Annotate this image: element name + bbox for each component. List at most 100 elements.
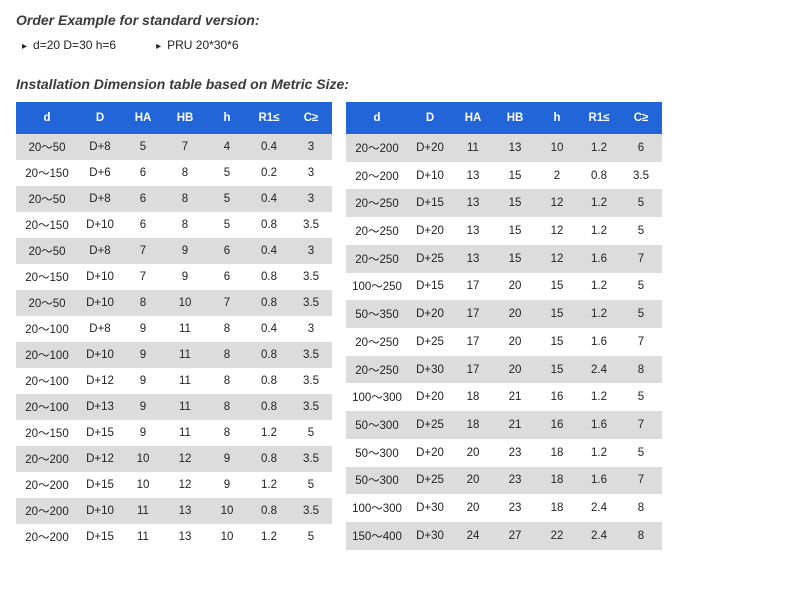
- cell: 7: [620, 467, 662, 495]
- col-header-R1: R1≤: [578, 102, 620, 134]
- cell: 20～150: [16, 264, 78, 290]
- cell: 18: [536, 467, 578, 495]
- cell: 12: [164, 446, 206, 472]
- cell: 5: [620, 439, 662, 467]
- table-row: 50～300D+252023181.67: [346, 467, 662, 495]
- cell: 17: [452, 328, 494, 356]
- cell: 10: [206, 524, 248, 550]
- cell: 3: [290, 160, 332, 186]
- table-row: 20～250D+301720152.48: [346, 356, 662, 384]
- cell: 0.8: [248, 290, 290, 316]
- cell: 1.2: [578, 134, 620, 162]
- cell: D+6: [78, 160, 122, 186]
- cell: 10: [536, 134, 578, 162]
- cell: 11: [164, 316, 206, 342]
- cell: 11: [164, 394, 206, 420]
- cell: 11: [164, 368, 206, 394]
- cell: 20～50: [16, 186, 78, 212]
- table-row: 50～300D+251821161.67: [346, 411, 662, 439]
- cell: 18: [536, 439, 578, 467]
- cell: 20～150: [16, 212, 78, 238]
- cell: 15: [536, 356, 578, 384]
- cell: 20～100: [16, 342, 78, 368]
- cell: 20～50: [16, 134, 78, 160]
- cell: 9: [122, 420, 164, 446]
- table-row: 20～100D+891180.43: [16, 316, 332, 342]
- table-row: 20～150D+66850.23: [16, 160, 332, 186]
- cell: 10: [122, 472, 164, 498]
- col-header-C: C≥: [620, 102, 662, 134]
- cell: 15: [536, 328, 578, 356]
- cell: 7: [620, 328, 662, 356]
- cell: 1.6: [578, 328, 620, 356]
- cell: D+20: [408, 217, 452, 245]
- cell: 21: [494, 411, 536, 439]
- cell: 20～100: [16, 394, 78, 420]
- cell: 7: [620, 411, 662, 439]
- cell: D+10: [408, 162, 452, 190]
- cell: 20: [494, 356, 536, 384]
- cell: 9: [122, 368, 164, 394]
- cell: D+30: [408, 494, 452, 522]
- cell: 13: [164, 498, 206, 524]
- dim-table-right: dDHAHBhR1≤C≥ 20～200D+201113101.2620～200D…: [346, 102, 662, 550]
- cell: D+8: [78, 186, 122, 212]
- cell: 20～200: [16, 446, 78, 472]
- cell: 20～150: [16, 420, 78, 446]
- cell: 9: [164, 238, 206, 264]
- cell: 6: [122, 160, 164, 186]
- cell: 9: [164, 264, 206, 290]
- cell: 6: [122, 212, 164, 238]
- cell: 3.5: [290, 446, 332, 472]
- table-row: 20～200D+15101291.25: [16, 472, 332, 498]
- table-row: 20～250D+151315121.25: [346, 189, 662, 217]
- cell: D+15: [78, 524, 122, 550]
- cell: 11: [164, 420, 206, 446]
- cell: 12: [536, 217, 578, 245]
- cell: 11: [452, 134, 494, 162]
- cell: D+12: [78, 368, 122, 394]
- cell: 15: [494, 245, 536, 273]
- cell: 15: [494, 162, 536, 190]
- cell: 15: [494, 217, 536, 245]
- table-row: 150～400D+302427222.48: [346, 522, 662, 550]
- cell: 20～50: [16, 238, 78, 264]
- cell: 5: [206, 186, 248, 212]
- cell: 9: [206, 472, 248, 498]
- cell: 5: [290, 524, 332, 550]
- cell: 12: [536, 245, 578, 273]
- table-row: 20～50D+1081070.83.5: [16, 290, 332, 316]
- cell: 8: [206, 368, 248, 394]
- cell: 8: [206, 316, 248, 342]
- cell: 11: [122, 498, 164, 524]
- cell: 20～250: [346, 356, 408, 384]
- cell: 1.2: [578, 217, 620, 245]
- cell: 1.6: [578, 467, 620, 495]
- cell: 11: [122, 524, 164, 550]
- cell: 5: [620, 189, 662, 217]
- table-row: 20～50D+86850.43: [16, 186, 332, 212]
- cell: 13: [164, 524, 206, 550]
- table-row: 100～250D+151720151.25: [346, 273, 662, 301]
- cell: D+8: [78, 134, 122, 160]
- cell: 100～300: [346, 383, 408, 411]
- cell: 6: [122, 186, 164, 212]
- cell: 8: [122, 290, 164, 316]
- cell: 20～200: [16, 524, 78, 550]
- cell: 5: [620, 273, 662, 301]
- cell: 8: [620, 494, 662, 522]
- cell: 11: [164, 342, 206, 368]
- col-header-h: h: [536, 102, 578, 134]
- table-row: 20～250D+251720151.67: [346, 328, 662, 356]
- table-row: 20～200D+12101290.83.5: [16, 446, 332, 472]
- col-header-D: D: [408, 102, 452, 134]
- col-header-D: D: [78, 102, 122, 134]
- cell: D+10: [78, 212, 122, 238]
- cell: 13: [452, 162, 494, 190]
- table-row: 20～100D+1391180.83.5: [16, 394, 332, 420]
- cell: 5: [122, 134, 164, 160]
- cell: D+13: [78, 394, 122, 420]
- cell: 5: [290, 420, 332, 446]
- cell: 3.5: [290, 342, 332, 368]
- cell: 5: [206, 212, 248, 238]
